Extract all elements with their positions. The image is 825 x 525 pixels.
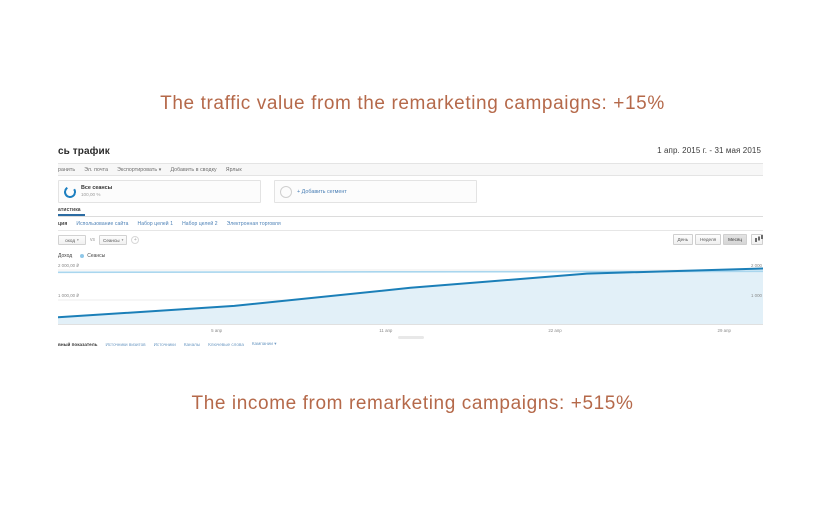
chart-legend: Доход Сеансы — [58, 249, 763, 262]
y-axis-right-tick: 1 000 — [751, 293, 762, 298]
subtab-goal-set-1[interactable]: Набор целей 1 — [137, 220, 174, 227]
nav-sources[interactable]: Источники — [153, 341, 176, 347]
analytics-header: сь трафик 1 апр. 2015 г. - 31 мая 2015 — [58, 141, 763, 163]
metric-vs-label: vs — [90, 237, 95, 243]
timeseries-chart: 2 000,00 ₽ 1 000,00 ₽ 2 000 1 000 — [58, 262, 763, 324]
toolbar-export[interactable]: Экспортировать ▾ — [117, 166, 162, 173]
segment-all-sessions[interactable]: Все сеансы 100,00 % — [58, 180, 261, 203]
granularity-month[interactable]: Месяц — [723, 234, 747, 245]
tab-statistics[interactable]: атистика — [58, 207, 85, 216]
x-axis-tick: 11 апр — [379, 328, 393, 333]
dimension-nav: вный показатель Источники визитов Источн… — [58, 338, 763, 350]
y-axis-left-tick: 1 000,00 ₽ — [58, 293, 80, 298]
chevron-down-icon: ▾ — [121, 238, 124, 242]
secondary-metric-label: Сеансы — [103, 237, 120, 243]
metric-selector-row: оход ▾ vs Сеансы ▾ + День Неделя Месяц — [58, 231, 763, 249]
add-segment-button[interactable]: + Добавить сегмент — [274, 180, 477, 203]
granularity-day[interactable]: День — [672, 234, 694, 245]
add-segment-label: + Добавить сегмент — [297, 188, 347, 195]
report-toolbar: ранить Эл. почта Экспортировать ▾ Добави… — [58, 163, 763, 176]
report-tabs: атистика — [58, 206, 763, 217]
x-axis-tick: 22 апр — [548, 328, 562, 333]
x-axis: 5 апр 11 апр 22 апр 29 апр — [58, 324, 763, 339]
legend-label: Сеансы — [87, 252, 106, 259]
donut-chart-icon — [62, 184, 78, 199]
chart-svg — [58, 262, 763, 324]
primary-metric-selector[interactable]: оход ▾ — [58, 235, 86, 245]
google-analytics-screenshot: сь трафик 1 апр. 2015 г. - 31 мая 2015 р… — [58, 140, 763, 367]
nav-campaigns[interactable]: Кампании ▾ — [251, 341, 277, 346]
legend-dot-icon — [80, 253, 85, 258]
segment-percent: 100,00 % — [81, 192, 101, 198]
secondary-metric-selector[interactable]: Сеансы ▾ — [99, 235, 128, 245]
subtab-goal-set-2[interactable]: Набор целей 2 — [182, 220, 218, 227]
x-axis-tick: 29 апр — [717, 328, 731, 333]
granularity-week[interactable]: Неделя — [695, 234, 722, 245]
legend-item-sessions[interactable]: Сеансы — [80, 253, 105, 259]
legend-label: Доход — [58, 252, 73, 259]
slide-title-bottom: The income from remarketing campaigns: +… — [191, 393, 634, 414]
chevron-down-icon: ▾ — [77, 238, 79, 242]
date-range-selector[interactable]: 1 апр. 2015 г. - 31 мая 2015 — [657, 146, 761, 155]
legend-item-revenue[interactable]: Доход — [58, 253, 72, 259]
subtab-site-usage[interactable]: Использование сайта — [76, 220, 129, 227]
revenue-line — [58, 267, 763, 319]
y-axis-left-tick: 2 000,00 ₽ — [58, 263, 80, 268]
granularity-controls: День Неделя Месяц — [672, 234, 763, 245]
segment-name: Все сеансы — [81, 184, 113, 191]
revenue-area — [58, 268, 763, 324]
report-title: сь трафик — [58, 146, 110, 157]
report-subtabs: ция Использование сайта Набор целей 1 На… — [58, 217, 763, 231]
scroll-handle[interactable] — [397, 336, 424, 339]
x-axis-tick: 5 апр — [211, 328, 223, 333]
subtab-ecommerce[interactable]: Электронная торговля — [226, 220, 281, 227]
toolbar-add-to-dashboard[interactable]: Добавить в сводку — [170, 166, 217, 173]
segment-bar: Все сеансы 100,00 % + Добавить сегмент — [58, 176, 763, 206]
nav-channels[interactable]: Каналы — [183, 341, 201, 347]
primary-metric-label: оход — [65, 237, 76, 243]
nav-keywords[interactable]: Ключевые слова — [208, 341, 244, 347]
y-axis-right-tick: 2 000 — [751, 263, 762, 268]
toolbar-email[interactable]: Эл. почта — [84, 166, 109, 173]
bar-chart-icon[interactable] — [751, 234, 763, 245]
slide-title-top: The traffic value from the remarketing c… — [160, 93, 665, 114]
toolbar-shortcut[interactable]: Ярлык — [225, 166, 242, 173]
empty-circle-icon — [280, 185, 292, 198]
nav-traffic-sources[interactable]: Источники визитов — [105, 341, 146, 347]
nav-primary-dimension: вный показатель — [58, 341, 98, 347]
toolbar-save[interactable]: ранить — [58, 166, 76, 173]
subtab-acquisition[interactable]: ция — [58, 220, 68, 227]
add-metric-button[interactable]: + — [131, 236, 140, 244]
